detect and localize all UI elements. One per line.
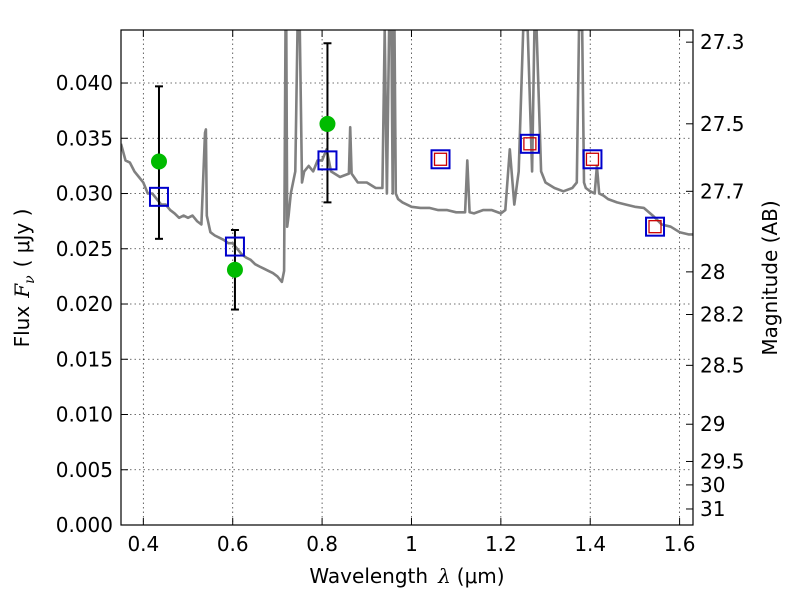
magnitude-tick-label: 27.7 (700, 179, 745, 203)
magnitude-tick-label: 29.5 (700, 449, 745, 473)
y-tick-label: 0.040 (56, 71, 113, 95)
magnitude-tick-label: 27.3 (700, 30, 745, 54)
y-tick-label: 0.025 (56, 237, 113, 261)
grid-lines (121, 30, 693, 526)
plot-frame (120, 29, 694, 526)
y-axis-label: FluxFν( μJy ) (10, 209, 38, 348)
y-tick-label: 0.015 (56, 347, 113, 371)
observed-flux-square (585, 152, 600, 166)
model-flux-square (224, 236, 245, 257)
y-tick-label: 0.035 (56, 126, 113, 150)
magnitude-tick-label: 28.5 (700, 353, 745, 377)
model-flux-square (519, 133, 540, 154)
model-flux-square (317, 150, 338, 171)
magnitude-tick-label: 27.5 (700, 112, 745, 136)
x-axis-label: Wavelength λ (μm) (309, 564, 504, 588)
x-tick-label: 1.6 (664, 532, 696, 556)
magnitude-tick-label: 28.2 (700, 303, 745, 327)
magnitude-tick-label: 30 (700, 473, 725, 497)
x-tick-label: 1 (405, 532, 418, 556)
model-flux-squares (148, 133, 666, 257)
magnitude-tick-label: 31 (700, 497, 725, 521)
y-tick-label: 0.000 (56, 513, 113, 537)
model-flux-square (582, 149, 603, 170)
photometry-points (150, 115, 336, 278)
observed-flux-square (648, 220, 662, 234)
photometry-point (150, 153, 167, 170)
model-spectrum-line (121, 30, 693, 284)
x-tick-label: 0.6 (217, 532, 249, 556)
model-flux-square (645, 216, 666, 237)
observed-flux-square (433, 152, 448, 166)
x-tick-label: 0.8 (306, 532, 338, 556)
x-tick-label: 1.4 (574, 532, 606, 556)
model-flux-square (430, 149, 451, 170)
magnitude-axis-label: Magnitude (AB) (758, 200, 782, 355)
x-axis-ticks: 0.4 0.6 0.8 1 1.2 1.4 1.6 (127, 30, 696, 556)
observed-flux-square (523, 137, 537, 151)
photometry-point (319, 115, 336, 132)
x-tick-label: 1.2 (485, 532, 517, 556)
magnitude-tick-label: 28 (700, 260, 725, 284)
x-tick-label: 0.4 (127, 532, 159, 556)
observed-flux-squares (433, 137, 662, 234)
y-axis-ticks: 0.000 0.005 0.010 0.015 0.020 0.025 0.030 0.035… (56, 71, 128, 537)
y-tick-label: 0.020 (56, 292, 113, 316)
model-flux-square (148, 186, 169, 207)
y-tick-label: 0.030 (56, 182, 113, 206)
y-tick-label: 0.010 (56, 403, 113, 427)
photometry-point (226, 261, 243, 278)
magnitude-tick-label: 29 (700, 412, 725, 436)
y-tick-label: 0.005 (56, 458, 113, 482)
